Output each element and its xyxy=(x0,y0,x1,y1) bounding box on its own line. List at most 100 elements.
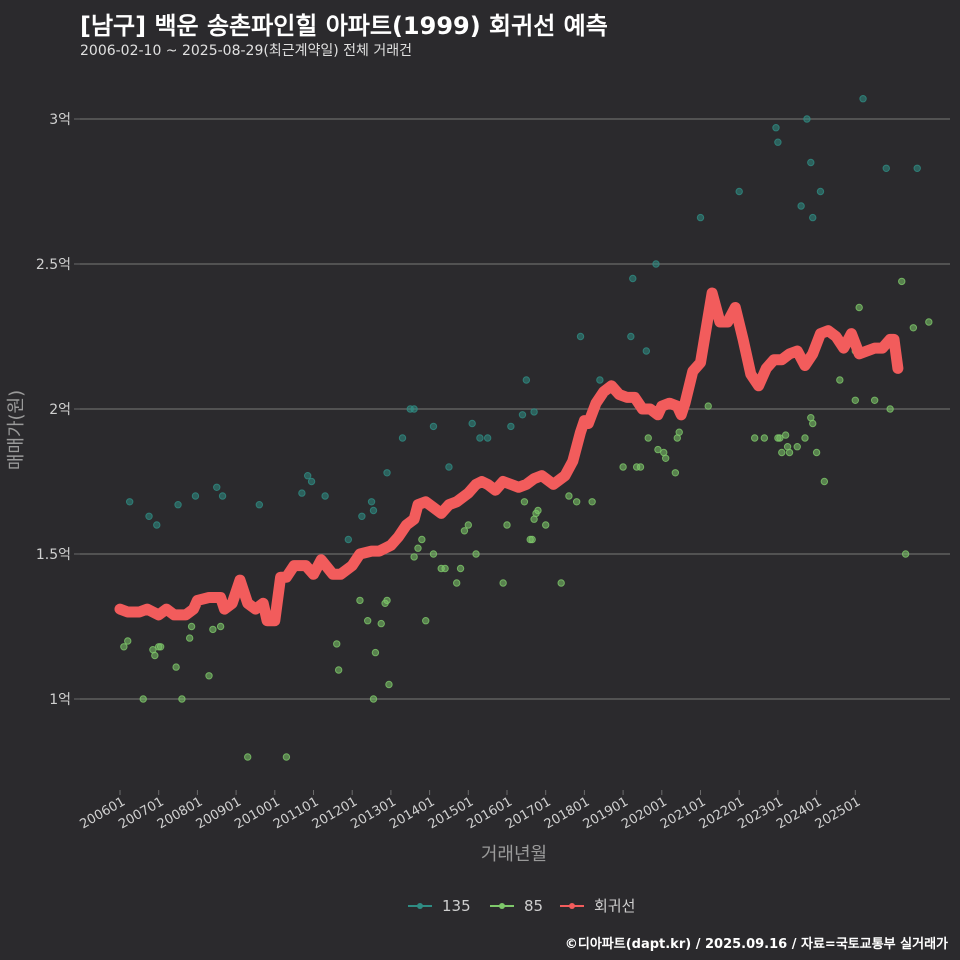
point-85 xyxy=(750,434,759,442)
point-85 xyxy=(369,695,378,703)
point-85 xyxy=(778,448,786,457)
point-85 xyxy=(377,619,385,628)
point-85 xyxy=(185,634,194,642)
point-85 xyxy=(644,434,652,442)
point-85 xyxy=(925,318,933,326)
point-85 xyxy=(760,434,769,442)
legend-label: 135 xyxy=(442,897,471,915)
point-135 xyxy=(507,422,515,431)
point-135 xyxy=(145,512,153,520)
y-tick-label: 2.5억 xyxy=(36,257,71,273)
legend-marker xyxy=(499,903,505,909)
point-85 xyxy=(472,550,480,558)
y-tick-label: 1억 xyxy=(49,692,71,708)
point-85 xyxy=(675,428,683,436)
point-85 xyxy=(776,434,784,442)
point-85 xyxy=(244,753,252,761)
point-135 xyxy=(153,521,161,529)
point-135 xyxy=(383,469,391,477)
point-85 xyxy=(619,463,627,471)
point-85 xyxy=(704,402,712,410)
point-135 xyxy=(483,434,492,442)
point-85 xyxy=(333,640,341,648)
point-85 xyxy=(870,396,879,404)
point-85 xyxy=(785,448,794,457)
point-135 xyxy=(642,347,651,355)
point-85 xyxy=(901,550,910,558)
point-135 xyxy=(191,492,200,500)
point-85 xyxy=(528,535,536,544)
point-85 xyxy=(334,666,343,674)
point-85 xyxy=(503,521,511,529)
legend-marker xyxy=(569,903,575,909)
gridlines xyxy=(80,118,950,700)
point-85 xyxy=(781,431,790,439)
point-135 xyxy=(476,434,484,442)
point-135 xyxy=(596,376,604,384)
point-135 xyxy=(772,124,780,132)
point-85 xyxy=(172,663,180,671)
point-135 xyxy=(213,483,221,491)
point-85 xyxy=(801,434,809,442)
point-85 xyxy=(661,454,670,462)
point-135 xyxy=(807,158,815,167)
point-85 xyxy=(671,469,680,477)
point-85 xyxy=(429,550,438,558)
point-135 xyxy=(809,213,817,222)
point-85 xyxy=(565,492,573,500)
legend-label: 85 xyxy=(524,897,543,915)
point-135 xyxy=(882,164,890,173)
y-axis-label: 매매가(원) xyxy=(6,390,27,470)
legend-item: 회귀선 xyxy=(560,897,635,915)
y-tick-label: 1.5억 xyxy=(36,547,71,563)
point-85 xyxy=(654,445,662,454)
y-tick-label: 2억 xyxy=(49,402,71,418)
legend: 135 85 회귀선 xyxy=(408,897,635,915)
point-85 xyxy=(356,596,364,605)
point-85 xyxy=(422,617,430,625)
point-85 xyxy=(139,695,147,703)
point-135 xyxy=(344,535,353,544)
point-85 xyxy=(557,579,565,587)
point-85 xyxy=(909,324,918,332)
point-135 xyxy=(629,274,637,283)
point-85 xyxy=(371,648,380,657)
point-135 xyxy=(398,434,407,442)
point-85 xyxy=(156,643,165,651)
point-85 xyxy=(460,527,469,535)
point-135 xyxy=(696,213,705,222)
point-85 xyxy=(216,622,225,631)
point-85 xyxy=(414,544,422,552)
point-85 xyxy=(120,643,128,651)
chart-subtitle: 2006-02-10 ~ 2025-08-29(최근계약일) 전체 거래건 xyxy=(80,43,412,59)
point-85 xyxy=(209,625,217,634)
point-85 xyxy=(809,419,817,428)
legend-marker xyxy=(417,903,423,909)
point-85 xyxy=(205,672,213,680)
point-85 xyxy=(441,564,449,573)
point-135 xyxy=(445,463,453,471)
point-135 xyxy=(576,332,585,341)
legend-label: 회귀선 xyxy=(594,897,635,915)
x-axis-ticks: 2006012007012008012009012010012011012012… xyxy=(78,790,863,832)
point-135 xyxy=(913,164,921,173)
point-85 xyxy=(456,564,465,573)
point-85 xyxy=(187,622,196,631)
point-85 xyxy=(836,376,844,384)
point-135 xyxy=(652,260,660,268)
point-135 xyxy=(321,492,329,500)
point-85 xyxy=(588,498,596,506)
point-85 xyxy=(855,303,863,312)
point-85 xyxy=(383,596,391,605)
chart-title: [남구] 백운 송촌파인힐 아파트(1999) 회귀선 예측 xyxy=(80,12,608,40)
point-135 xyxy=(859,95,867,103)
point-135 xyxy=(367,498,376,506)
point-85 xyxy=(178,695,186,703)
point-85 xyxy=(124,637,132,645)
point-85 xyxy=(793,443,801,451)
regression-line xyxy=(114,287,904,627)
point-135 xyxy=(298,489,306,497)
point-85 xyxy=(410,553,418,561)
point-135 xyxy=(518,411,527,419)
